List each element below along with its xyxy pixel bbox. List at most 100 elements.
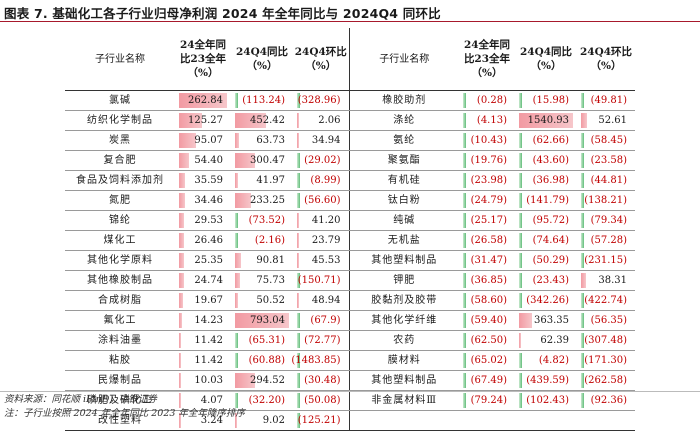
subindustry-name: 其他化学原料	[65, 250, 175, 271]
value-cell: 62.39	[540, 335, 569, 346]
negative-bar	[519, 233, 522, 248]
negative-bar	[297, 333, 300, 348]
table-row: 民爆制品 10.03 294.52 (30.48) 其他塑料制品 (67.49) (439.…	[65, 370, 635, 391]
negative-bar	[463, 213, 466, 228]
header-qoq-q4-right: 24Q4环比（%）	[577, 28, 635, 91]
negative-bar	[297, 93, 300, 108]
negative-bar	[519, 273, 522, 288]
header-yoy-q4-right: 24Q4同比（%）	[515, 28, 577, 91]
value-cell: (4.13)	[476, 115, 507, 126]
positive-bar	[235, 173, 238, 188]
sort-note: 注：子行业按照 2024 年全年同比 2023 年全年降序排序	[4, 408, 245, 419]
positive-bar	[519, 333, 521, 348]
subindustry-name: 氨纶	[348, 130, 459, 151]
value-cell: 262.84	[188, 95, 223, 106]
header-name-right: 子行业名称	[348, 28, 459, 91]
subindustry-name: 橡胶助剂	[348, 90, 459, 111]
subindustry-name: 其他塑料制品	[348, 370, 459, 391]
value-cell: (23.98)	[470, 175, 507, 186]
notes: 资料来源：同花顺 iFinD，中银证券 注：子行业按照 2024 年全年同比 2…	[4, 393, 245, 421]
value-cell: (72.77)	[304, 335, 341, 346]
negative-bar	[581, 253, 584, 268]
negative-bar	[519, 353, 522, 368]
table-row: 其他橡胶制品 24.74 75.73 (150.71) 钾肥 (36.85) (23.43)…	[65, 270, 635, 291]
positive-bar	[235, 153, 255, 168]
table-row: 纺织化学制品 125.27 452.42 2.06 涤纶 (4.13) 1540.93 52.…	[65, 110, 635, 131]
negative-bar	[297, 273, 300, 288]
value-cell: (307.48)	[584, 335, 627, 346]
value-cell: (10.43)	[470, 135, 507, 146]
value-cell: (67.49)	[470, 375, 507, 386]
subindustry-name: 无机盐	[348, 230, 459, 251]
positive-bar	[235, 113, 266, 128]
value-cell: (24.79)	[470, 195, 507, 206]
negative-bar	[519, 153, 522, 168]
positive-bar	[179, 133, 196, 148]
value-cell: (231.15)	[584, 255, 627, 266]
positive-bar	[179, 333, 181, 348]
positive-bar	[179, 93, 227, 108]
subindustry-name: 钛白粉	[348, 190, 459, 211]
value-cell: 11.42	[194, 355, 223, 366]
value-cell: 35.59	[194, 175, 223, 186]
value-cell: (102.43)	[526, 395, 569, 406]
positive-bar	[235, 273, 240, 288]
value-cell: 63.73	[256, 135, 285, 146]
subindustry-name: 涂料油墨	[65, 330, 175, 351]
value-cell: (328.96)	[297, 95, 341, 106]
table-row: 氮肥 34.46 233.25 (56.60) 钛白粉 (24.79) (141.79) (1…	[65, 190, 635, 211]
value-cell: (79.24)	[470, 395, 507, 406]
value-cell: (62.66)	[532, 135, 569, 146]
positive-bar	[179, 233, 184, 248]
table-row: 合成树脂 19.67 50.52 48.94 胶黏剂及胶带 (58.60) (342.26)…	[65, 290, 635, 311]
value-cell: (19.76)	[470, 155, 507, 166]
value-cell: (25.17)	[470, 215, 507, 226]
value-cell: 19.67	[194, 295, 223, 306]
positive-bar	[297, 253, 299, 268]
value-cell: (422.74)	[584, 295, 627, 306]
value-cell: 54.40	[194, 155, 223, 166]
negative-bar	[297, 193, 300, 208]
source-note: 资料来源：同花顺 iFinD，中银证券	[4, 394, 157, 405]
value-cell: (62.50)	[470, 335, 507, 346]
value-cell: (150.71)	[297, 275, 341, 286]
value-cell: 34.46	[194, 195, 223, 206]
value-cell: (1483.85)	[291, 355, 341, 366]
negative-bar	[463, 393, 466, 408]
value-cell: (43.60)	[532, 155, 569, 166]
value-cell: (26.58)	[470, 235, 507, 246]
subindustry-name: 锦纶	[65, 210, 175, 231]
value-cell: (60.88)	[248, 355, 285, 366]
table-row: 磷肥及磷化工 4.07 (32.20) (50.08) 非金属材料Ⅲ (79.24) (10…	[65, 390, 635, 411]
negative-bar	[519, 373, 522, 388]
negative-bar	[235, 93, 238, 108]
subindustry-name: 钾肥	[348, 270, 459, 291]
notes-rule	[0, 391, 700, 392]
value-cell: (92.36)	[590, 395, 627, 406]
subindustry-name: 炭黑	[65, 130, 175, 151]
value-cell: 294.52	[250, 375, 285, 386]
value-cell: 95.07	[194, 135, 223, 146]
value-cell: 9.02	[262, 415, 285, 426]
title-rule	[0, 21, 700, 22]
header-yoy-q4-left: 24Q4同比（%）	[231, 28, 293, 91]
table-row: 其他化学原料 25.35 90.81 45.53 其他塑料制品 (31.47) (50.29…	[65, 250, 635, 271]
table-row: 煤化工 26.46 (2.16) 23.79 无机盐 (26.58) (74.64) (57.…	[65, 230, 635, 251]
positive-bar	[179, 413, 181, 428]
negative-bar	[235, 333, 238, 348]
value-cell: (49.81)	[590, 95, 627, 106]
value-cell: 452.42	[250, 115, 285, 126]
value-cell: 41.97	[256, 175, 285, 186]
value-cell: (95.72)	[532, 215, 569, 226]
negative-bar	[581, 393, 584, 408]
subindustry-name: 合成树脂	[65, 290, 175, 311]
value-cell: 363.35	[534, 315, 569, 326]
positive-bar	[235, 413, 237, 428]
subindustry-name: 有机硅	[348, 170, 459, 191]
value-cell: 50.52	[256, 295, 285, 306]
value-cell: 25.35	[194, 255, 223, 266]
table-row: 氟化工 14.23 793.04 (67.9) 其他化学纤维 (59.40) 363.35 (…	[65, 310, 635, 331]
value-cell: (36.98)	[532, 175, 569, 186]
table-row: 氯碱 262.84 (113.24) (328.96) 橡胶助剂 (0.28) (15.98…	[65, 90, 635, 111]
negative-bar	[581, 133, 584, 148]
